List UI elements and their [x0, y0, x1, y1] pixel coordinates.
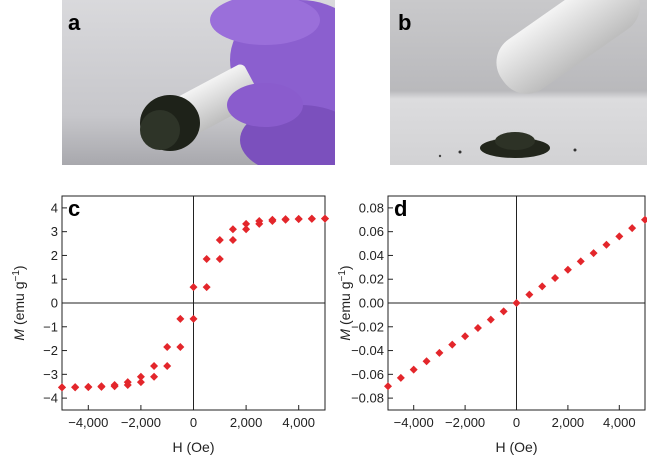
y-tick-label: −1 — [43, 319, 58, 334]
x-tick-label: 0 — [190, 415, 197, 430]
panel-label: b — [398, 10, 411, 35]
y-tick-label: −0.04 — [351, 343, 384, 358]
x-tick-label: 4,000 — [603, 415, 636, 430]
x-axis-title: H (Oe) — [173, 439, 215, 455]
y-axis-title: M (emu g−1) — [337, 265, 353, 340]
y-tick-label: −0.08 — [351, 391, 384, 406]
y-axis-title-part: ) — [11, 265, 27, 270]
y-axis-title-part: (emu g — [11, 281, 27, 328]
x-axis-title: H (Oe) — [496, 439, 538, 455]
y-tick-label: 1 — [51, 272, 58, 287]
panel-label: c — [68, 196, 80, 221]
y-axis-title-part: −1 — [11, 270, 22, 282]
y-axis-title: M (emu g−1) — [11, 265, 27, 340]
x-tick-label: −2,000 — [445, 415, 485, 430]
y-tick-label: −0.06 — [351, 367, 384, 382]
y-tick-label: 0 — [51, 296, 58, 311]
y-tick-label: −3 — [43, 367, 58, 382]
x-tick-label: 4,000 — [282, 415, 315, 430]
y-tick-label: 3 — [51, 224, 58, 239]
y-tick-label: 0.06 — [359, 224, 384, 239]
y-axis-title-part: −1 — [337, 270, 348, 282]
y-axis-title-part: (emu g — [337, 281, 353, 328]
x-tick-label: 0 — [513, 415, 520, 430]
y-tick-label: 2 — [51, 248, 58, 263]
y-tick-label: 0.04 — [359, 248, 384, 263]
panel-label: d — [394, 196, 407, 221]
x-tick-label: −4,000 — [68, 415, 108, 430]
photo-a — [62, 0, 370, 175]
panel-label: a — [68, 10, 81, 35]
y-tick-label: 4 — [51, 200, 58, 215]
y-tick-label: 0.00 — [359, 296, 384, 311]
page: a b 4 3 2 1 0 −1 −2 −3 −4 −4,000 −2,000 0 2,000 4,000… — [0, 0, 647, 462]
y-axis-title-part: ) — [337, 265, 353, 270]
figure: a b 4 3 2 1 0 −1 −2 −3 −4 −4,000 −2,000 0 2,000 4,000… — [0, 0, 647, 462]
y-tick-label: −2 — [43, 343, 58, 358]
y-tick-label: −4 — [43, 391, 58, 406]
x-tick-label: −4,000 — [394, 415, 434, 430]
x-tick-label: 2,000 — [552, 415, 585, 430]
photo-b — [390, 0, 647, 165]
x-tick-label: 2,000 — [230, 415, 263, 430]
y-axis-title-part: M — [337, 329, 353, 341]
y-axis-title-part: M — [11, 329, 27, 341]
y-tick-label: 0.02 — [359, 272, 384, 287]
x-tick-label: −2,000 — [121, 415, 161, 430]
y-tick-label: 0.08 — [359, 200, 384, 215]
y-tick-label: −0.02 — [351, 319, 384, 334]
